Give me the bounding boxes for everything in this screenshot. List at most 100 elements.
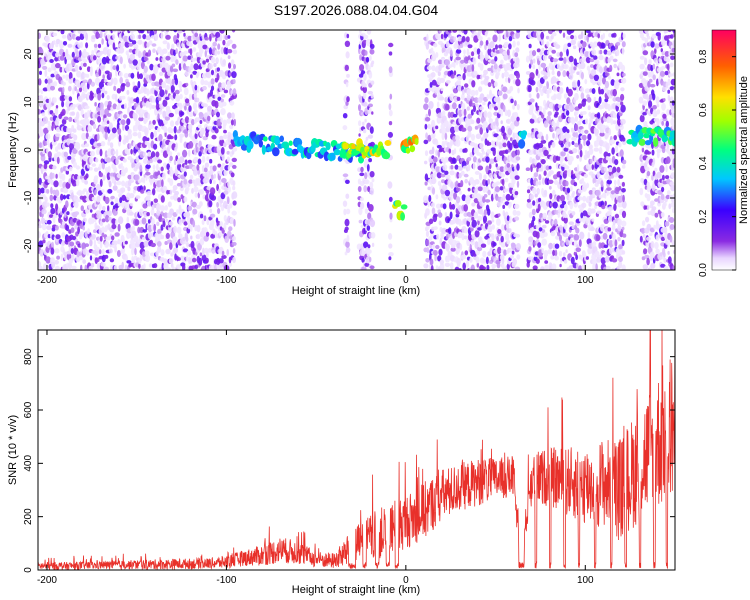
spectrogram-cell [575,262,579,270]
spectrogram-cell [130,148,133,155]
spectrogram-cell [61,94,66,102]
spectrogram-cell [547,70,551,78]
spectrogram-cell [443,120,449,128]
spectrogram-cell [430,265,434,270]
spectrogram-cell [457,85,463,92]
spectrogram-cell [605,170,610,176]
spectrogram-cell [127,107,130,115]
spectrogram-cell [466,88,472,96]
spectrogram-cell [227,112,232,119]
spectrogram-cell [154,30,157,35]
spectrogram-cell [488,103,493,111]
spectrogram-cell [479,93,485,101]
spectrogram-cell [466,106,470,111]
spectrogram-cell [131,162,136,168]
spectrogram-cell [158,108,163,115]
spectrogram-cell [563,259,568,264]
spectrogram-cell [516,30,521,33]
spectrogram-cell [575,254,578,261]
spectrogram-cell [538,181,542,186]
spectrogram-cell [515,31,520,39]
spectrogram-cell [193,186,199,193]
spectrogram-cell [437,212,443,218]
spectrogram-cell [581,56,587,63]
spectrogram-cell [188,93,193,101]
spectrogram-cell [156,203,161,211]
spectrogram-cell [646,223,652,231]
spectrogram-cell [366,164,370,172]
spectrogram-cell [117,216,124,225]
spectrogram-cell [150,131,154,140]
spectrogram-cell [207,105,212,112]
spectrogram-cell [505,223,510,229]
spectrogram-cell [664,30,669,34]
spectrogram-cell [565,249,568,254]
spectrogram-cell [491,224,495,230]
spectrogram-cell [663,257,667,263]
spectrogram-cell [442,47,446,53]
spectrogram-cell [209,187,216,195]
spectrogram-cell [460,170,465,176]
spectrogram-cell [465,36,470,43]
spectrogram-cell [600,180,604,188]
spectrogram-cell [110,201,114,206]
spectrogram-cell [212,228,216,235]
spectrogram-cell [122,239,126,247]
spectrogram-cell [65,74,69,81]
spectrogram-cell [474,230,480,238]
spectrogram-cell [535,224,539,230]
spectrogram-cell [484,199,491,203]
spectrogram-cell [463,173,469,178]
spectrogram-cell [432,131,436,139]
spectrogram-cell [118,46,125,54]
spectrogram-cell [534,193,538,198]
spectrogram-cell [538,197,542,203]
spectrogram-cell [553,218,558,227]
spectrogram-cell [483,96,488,102]
spectrogram-cell [47,67,52,73]
spectrogram-cell [550,255,555,260]
spectrogram-cell [138,263,141,269]
spectrogram-cell [511,250,515,255]
spectrogram-cell [165,30,170,33]
spectrogram-cell [514,100,517,107]
spectrogram-cell [359,54,363,61]
spectrogram-cell [448,148,452,154]
spectrogram-cell [160,166,164,172]
spectrogram-cell [130,72,135,79]
spectrogram-cell [144,41,148,49]
spectrogram-cell [118,102,122,107]
spectrogram-cell [125,81,131,88]
spectrogram-cell [548,185,552,190]
spectrogram-cell [543,67,546,72]
spectrogram-cell [153,223,157,232]
spectrogram-cell [528,211,533,219]
spectrogram-cell [574,123,579,131]
spectrogram-cell [620,77,627,84]
spectrogram-cell [424,181,428,186]
spectrogram-cell [657,32,661,41]
spectrogram-cell [368,204,374,212]
spectrogram-cell [576,164,580,173]
spectrogram-cell [542,54,548,61]
spectrogram-cell [118,71,123,78]
spectrogram-cell [174,134,178,141]
spectrogram-cell [510,137,513,142]
spectrogram-cell [568,141,571,147]
spectrogram-cell [41,222,47,231]
spectrogram-cell [588,122,591,131]
spectrogram-cell [65,170,70,175]
spectrogram-cell [452,30,458,33]
spectrogram-cell [482,196,486,203]
spectrogram-cell [174,89,180,95]
spectrogram-cell [450,247,456,252]
spectrogram-cell [95,183,101,192]
spectrogram-cell [91,30,95,31]
spectrogram-cell [214,127,219,134]
spectrogram-cell [503,54,509,61]
spectrogram-cell [650,200,655,206]
spectrogram-cell [464,83,469,88]
spectrogram-cell [77,189,83,196]
spectrogram-cell [146,88,150,96]
